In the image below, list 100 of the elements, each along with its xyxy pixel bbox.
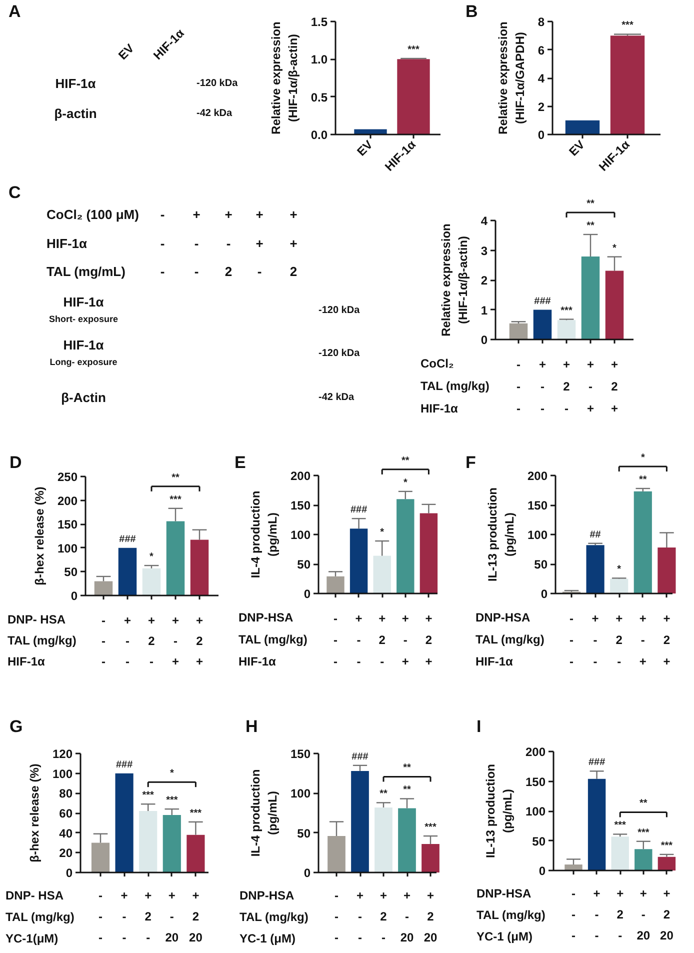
y-tick-label: 100	[290, 786, 311, 801]
y-tick-label: 0	[70, 589, 78, 603]
x-tick-label: + 2 -	[148, 614, 156, 669]
x-tick-label: EV	[566, 138, 588, 159]
annotation: **	[403, 784, 411, 796]
annotation: ###	[534, 296, 552, 307]
category-label: + + -	[256, 207, 264, 279]
chart-title: H	[246, 717, 258, 736]
y-axis-title: IL-13 production (pg/mL)	[486, 488, 516, 582]
y-tick-label: 4	[538, 72, 545, 86]
x-tick-label: + - -	[592, 612, 599, 669]
x-axis-title: DNP-HSA TAL (mg/kg) YC-1 (μM)	[476, 886, 546, 944]
x-tick-label: + - -	[538, 358, 546, 416]
y-tick-label: 0	[540, 587, 548, 601]
category-label: -42 kDa	[196, 108, 232, 119]
x-tick-label: + - 20	[400, 888, 414, 945]
y-axis-title: Relative expression (HIF-1α/β-actin)	[269, 22, 300, 134]
annotation: ***	[190, 808, 202, 819]
annotation: ***	[408, 44, 420, 56]
y-tick-label: 150	[290, 498, 311, 512]
annotation: ***	[424, 822, 436, 834]
y-tick-label: 0.0	[310, 128, 328, 142]
x-tick-label: - - -	[570, 612, 574, 669]
text: **	[586, 198, 594, 210]
category-label: -120 kDa	[318, 305, 360, 316]
x-axis-title: CoCl₂ TAL (mg/kg) HIF-1α	[420, 356, 490, 416]
y-tick-label: 1.0	[310, 52, 328, 67]
x-tick-label: + 2 20	[189, 888, 203, 945]
chart-title: E	[234, 453, 246, 472]
x-tick-label: + 2 +	[663, 612, 670, 669]
annotation: ***	[166, 795, 178, 806]
y-axis-title: Relative expression (HIF-1α/GAPDH)	[496, 22, 527, 134]
annotation: ***	[560, 305, 572, 316]
y-tick-label: 50	[64, 565, 78, 580]
y-tick-label: 1.5	[310, 15, 328, 29]
y-tick-label: 100	[527, 528, 548, 542]
y-tick-label: 150	[290, 747, 311, 761]
y-tick-label: 120	[52, 747, 73, 761]
y-axis-title: IL-13 production (pg/mL)	[484, 764, 514, 858]
annotation: *	[403, 477, 408, 488]
y-axis-title: IL-4 production (pg/mL)	[248, 490, 280, 578]
text: CoCl₂ (100 μM) HIF-1α TAL (mg/mL)	[46, 207, 139, 279]
x-tick-label: - - -	[572, 886, 576, 943]
annotation: *	[150, 552, 154, 563]
x-tick-label: + 2 -	[380, 888, 388, 945]
chart-title: I	[476, 717, 482, 736]
y-tick-label: 4	[480, 214, 488, 228]
y-tick-label: 6	[538, 43, 545, 58]
annotation: *	[380, 526, 384, 538]
y-tick-label: 100	[57, 541, 78, 556]
x-tick-label: + - -	[120, 888, 128, 945]
x-tick-label: + 2 20	[660, 886, 674, 943]
category-label: + - -	[192, 207, 201, 279]
annotation: ##	[590, 529, 602, 540]
x-tick-label: + 2 +	[610, 358, 618, 416]
annotation: *	[612, 242, 617, 254]
chart-title: B	[466, 2, 478, 21]
y-axis-title: β-hex release (%)	[32, 486, 46, 586]
text: C	[8, 183, 21, 202]
category-label: -42 kDa	[318, 392, 354, 403]
category-label: HIF-1α Short- exposure	[48, 294, 118, 324]
text: *	[640, 452, 645, 464]
chart-title: D	[10, 453, 22, 472]
y-tick-label: 100	[290, 528, 311, 542]
y-axis-title: IL-4 production (pg/mL)	[248, 769, 280, 857]
annotation: ***	[660, 840, 673, 852]
x-axis-title: DNP- HSA TAL (mg/kg) HIF-1α	[8, 612, 76, 668]
x-tick-label: + 2 -	[144, 888, 152, 945]
y-axis-title: β-hex release (%)	[27, 764, 42, 862]
y-tick-label: 200	[290, 469, 311, 483]
y-tick-label: 200	[525, 745, 546, 759]
annotation: ###	[588, 757, 606, 768]
x-tick-label: + - 20	[165, 888, 179, 945]
category-label: -120 kDa	[196, 78, 238, 89]
y-tick-label: 150	[525, 774, 546, 789]
chart-title: F	[466, 453, 476, 472]
annotation: *	[617, 564, 622, 576]
annotation: ***	[142, 790, 154, 802]
y-tick-label: 150	[527, 498, 548, 512]
y-tick-label: 3	[480, 244, 488, 258]
text: **	[402, 455, 410, 466]
y-tick-label: 50	[297, 558, 311, 572]
annotation: **	[380, 788, 388, 800]
x-tick-label: + - -	[356, 888, 364, 945]
y-tick-label: 100	[525, 804, 546, 818]
annotation: *	[170, 768, 174, 780]
y-tick-label: 50	[532, 834, 546, 848]
x-tick-label: + 2 20	[424, 888, 438, 945]
annotation: ###	[350, 504, 368, 516]
annotation: ###	[119, 534, 136, 545]
x-tick-label: + - +	[402, 612, 409, 669]
y-tick-label: 2	[538, 100, 545, 114]
category-label: β-Actin	[61, 390, 106, 405]
y-tick-label: 0	[66, 866, 73, 880]
x-tick-label: - - -	[334, 612, 338, 669]
text: A	[8, 2, 21, 21]
y-axis-title: Relative expression (HIF-1α/β-actin)	[439, 224, 470, 336]
y-tick-label: 0	[538, 128, 545, 142]
annotation: **	[403, 762, 411, 774]
x-tick-label: + - -	[593, 886, 600, 943]
